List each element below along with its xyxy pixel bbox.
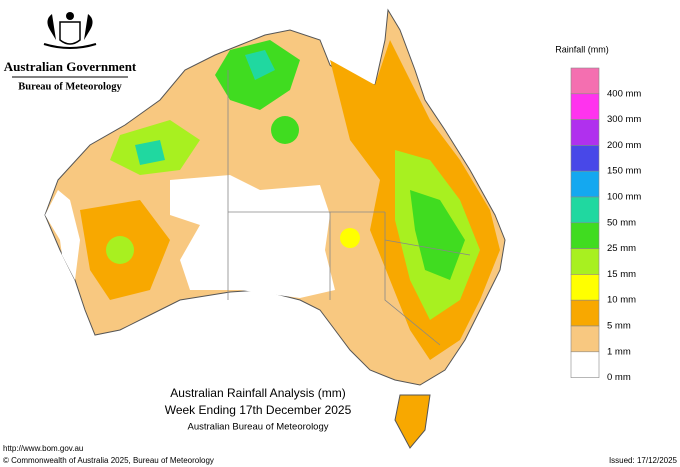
legend-swatch [570,222,600,249]
dry-area [170,175,335,298]
map-credit: Australian Bureau of Meteorology [188,422,329,433]
coat-of-arms [43,12,97,49]
legend-label: 400 mm [607,88,641,99]
legend-title: Rainfall (mm) [555,44,609,54]
footer-issued: Issued: 17/12/2025 [609,456,678,465]
legend: 400 mm 300 mm 200 mm 150 mm 100 mm 50 mm 25 mm… [570,67,641,383]
legend-label: 15 mm [607,269,636,280]
rain-area [340,228,360,248]
legend-label: 10 mm [607,295,636,306]
legend-label: 300 mm [607,114,641,125]
rain-area [245,50,275,80]
legend-swatch [570,145,600,172]
legend-swatch [570,67,600,95]
state-borders [227,70,471,346]
legend-label: 200 mm [607,140,641,151]
legend-swatch [570,351,600,378]
legend-swatch [570,170,600,198]
legend-swatch [570,196,600,224]
legend-swatch [570,274,600,301]
dry-area [45,190,80,280]
legend-swatch [570,299,600,327]
legend-label: 0 mm [607,372,631,383]
legend-label: 1 mm [607,346,631,357]
legend-label: 25 mm [607,243,636,254]
legend-swatch [570,248,600,275]
footer-url[interactable]: http://www.bom.gov.au [3,444,83,453]
tasmania [394,394,431,449]
rain-area [135,140,165,165]
legend-swatch [570,93,600,120]
legend-swatch [570,325,600,353]
legend-label: 50 mm [607,217,636,228]
bureau-name: Bureau of Meteorology [18,81,122,92]
government-name: Australian Government [4,59,137,74]
australia-map [44,8,506,449]
rain-area [410,190,465,280]
legend-label: 5 mm [607,321,631,332]
rain-area [271,116,299,144]
legend-label: 100 mm [607,192,641,203]
footer-copyright: © Commonwealth of Australia 2025, Bureau… [3,456,214,465]
rain-area [106,236,134,264]
legend-label: 150 mm [607,166,641,177]
legend-swatch [570,119,600,146]
map-subtitle: Week Ending 17th December 2025 [165,403,352,417]
map-title: Australian Rainfall Analysis (mm) [170,386,345,400]
